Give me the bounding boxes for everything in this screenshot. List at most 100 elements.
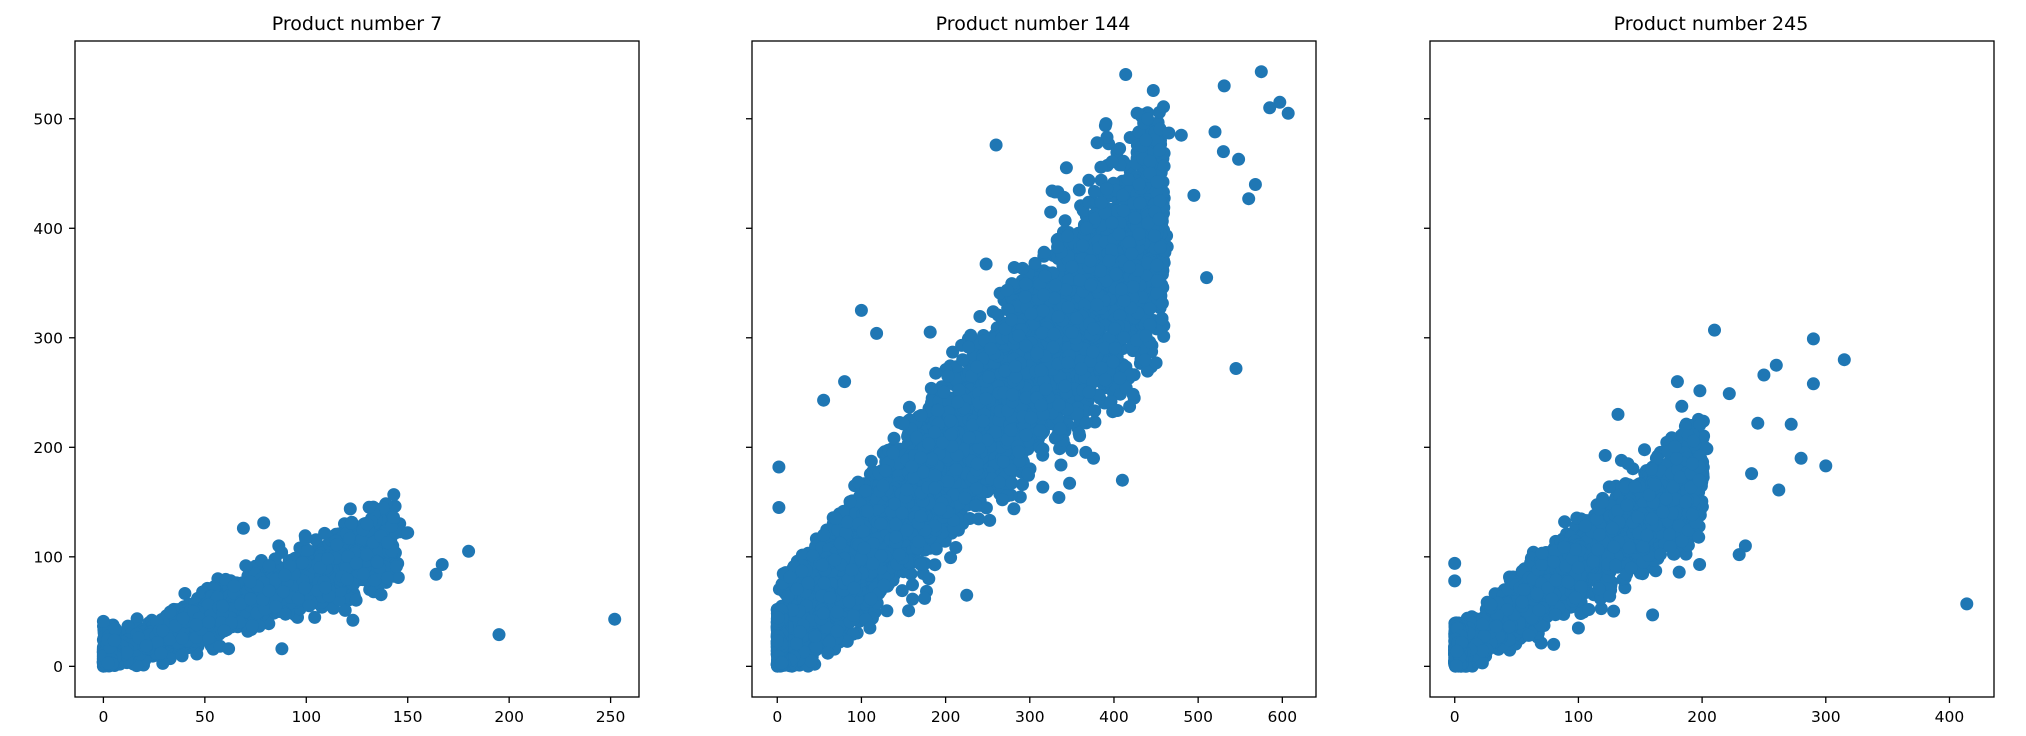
data-point bbox=[176, 611, 190, 625]
outlier-point bbox=[96, 614, 110, 628]
outlier-point bbox=[360, 517, 374, 531]
data-point bbox=[201, 598, 215, 612]
data-point bbox=[1007, 502, 1021, 516]
data-point bbox=[243, 575, 257, 589]
y-tick-label: 200 bbox=[33, 439, 63, 457]
data-point bbox=[156, 624, 170, 638]
data-point bbox=[217, 624, 231, 638]
data-point bbox=[360, 548, 374, 562]
data-point bbox=[349, 556, 363, 570]
data-point bbox=[1146, 84, 1160, 97]
data-point bbox=[349, 593, 363, 607]
subplot-1: Product number 7 0 50 100 150 200 25001002003… bbox=[33, 13, 640, 726]
data-point bbox=[269, 600, 283, 614]
data-point bbox=[130, 612, 144, 626]
data-point bbox=[163, 605, 177, 619]
data-point bbox=[139, 639, 153, 653]
data-point bbox=[239, 559, 253, 573]
data-point bbox=[132, 631, 146, 645]
data-point bbox=[163, 632, 177, 646]
x-tick-label: 100 bbox=[291, 708, 321, 726]
data-point bbox=[227, 579, 241, 593]
data-point bbox=[296, 556, 310, 570]
data-point bbox=[380, 571, 394, 585]
outlier-point bbox=[462, 544, 476, 558]
outlier-point bbox=[492, 628, 506, 642]
subplot-2: Product number 144 0 100 200 300 400 500 600 bbox=[746, 13, 1317, 726]
x-tick-label: 50 bbox=[195, 708, 215, 726]
outlier-point bbox=[380, 536, 394, 550]
data-point bbox=[120, 646, 134, 660]
y-tick-label: 500 bbox=[33, 110, 63, 128]
x-tick-label: 200 bbox=[494, 708, 524, 726]
outlier-point bbox=[387, 510, 400, 524]
data-point bbox=[343, 502, 357, 516]
data-point bbox=[154, 646, 168, 660]
outlier-point bbox=[275, 642, 289, 656]
x-tick-label: 150 bbox=[393, 708, 423, 726]
data-point bbox=[189, 618, 203, 632]
outlier-point bbox=[429, 567, 443, 581]
data-point bbox=[1082, 173, 1096, 187]
outlier-point bbox=[257, 516, 271, 530]
subplot-title: Product number 144 bbox=[936, 13, 1131, 35]
plot-frame bbox=[74, 40, 640, 698]
outlier-point bbox=[370, 555, 384, 569]
data-point bbox=[245, 619, 259, 633]
outlier-point bbox=[346, 613, 360, 627]
data-point bbox=[298, 581, 312, 595]
data-point bbox=[318, 526, 332, 540]
data-point bbox=[151, 635, 164, 649]
data-point bbox=[949, 541, 963, 554]
data-point bbox=[202, 615, 216, 629]
data-point bbox=[276, 585, 290, 599]
data-point bbox=[262, 584, 276, 598]
data-point bbox=[391, 571, 405, 584]
data-point bbox=[108, 622, 122, 636]
data-point bbox=[308, 610, 322, 624]
data-point bbox=[178, 587, 192, 600]
data-point bbox=[389, 560, 403, 573]
data-point bbox=[321, 552, 335, 566]
data-point bbox=[234, 597, 247, 611]
x-tick-label: 0 bbox=[98, 708, 108, 726]
y-axis: 0 100 200 300 400 500 bbox=[33, 110, 75, 676]
data-point bbox=[906, 578, 919, 592]
data-point bbox=[244, 592, 258, 606]
data-point bbox=[318, 581, 332, 595]
data-point bbox=[291, 592, 305, 606]
data-point bbox=[1058, 214, 1072, 228]
y-tick-label: 0 bbox=[53, 658, 63, 676]
data-point bbox=[299, 532, 313, 546]
data-point bbox=[330, 538, 344, 552]
data-point bbox=[222, 642, 236, 656]
outlier-point bbox=[401, 526, 415, 540]
data-point bbox=[344, 516, 358, 530]
y-tick-label: 300 bbox=[33, 329, 63, 347]
data-point bbox=[376, 501, 390, 515]
data-point bbox=[216, 599, 230, 613]
outlier-point bbox=[435, 558, 449, 571]
data-point bbox=[979, 257, 993, 271]
data-point bbox=[107, 633, 121, 647]
y-tick-label: 400 bbox=[33, 220, 63, 238]
data-point bbox=[302, 599, 316, 613]
data-point bbox=[301, 543, 314, 557]
data-point bbox=[262, 559, 276, 573]
data-point bbox=[202, 631, 216, 645]
outlier-point bbox=[236, 521, 250, 535]
data-point bbox=[175, 631, 189, 645]
data-point bbox=[340, 572, 354, 586]
y-tick-label: 100 bbox=[33, 548, 63, 566]
scatter-points bbox=[96, 488, 622, 673]
scatter-points bbox=[770, 65, 1295, 673]
data-point bbox=[895, 584, 909, 598]
data-point bbox=[362, 500, 376, 514]
outlier-point bbox=[608, 612, 622, 626]
data-point bbox=[1087, 451, 1100, 465]
data-point bbox=[387, 488, 401, 502]
data-point bbox=[175, 649, 189, 663]
subplot-title: Product number 7 bbox=[272, 13, 442, 35]
data-point bbox=[343, 531, 357, 545]
